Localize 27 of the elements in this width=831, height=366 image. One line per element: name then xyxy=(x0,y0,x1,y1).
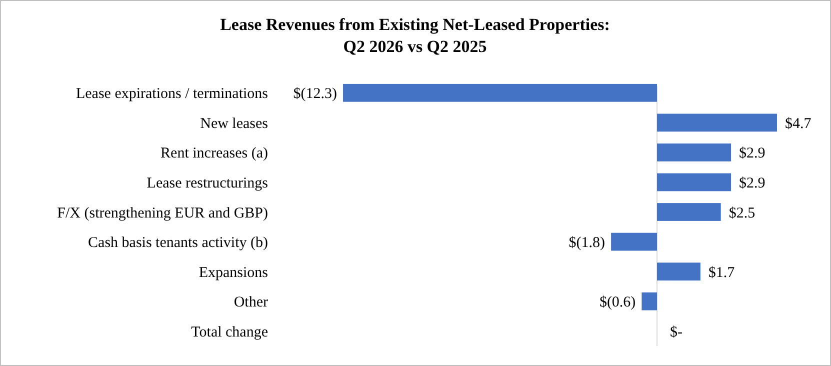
y-tick-label: Cash basis tenants activity (b) xyxy=(88,235,268,252)
y-tick-label: Rent increases (a) xyxy=(160,146,268,162)
bar xyxy=(657,173,732,192)
data-label: $2.5 xyxy=(728,205,756,222)
data-label: $(0.6) xyxy=(599,294,636,311)
chart-title: Lease Revenues from Existing Net-Leased Properties: Q2 2026 vs Q2 2025 xyxy=(220,15,610,56)
data-label: $(12.3) xyxy=(293,86,337,102)
bar xyxy=(657,144,732,162)
data-label: $2.9 xyxy=(739,175,766,192)
y-tick-label: New leases xyxy=(200,116,268,132)
bar xyxy=(657,262,700,280)
y-tick-label: F/X (strengthening EUR and GBP) xyxy=(57,205,268,222)
data-label: $4.7 xyxy=(785,116,812,132)
data-label: $2.9 xyxy=(739,146,766,162)
bar xyxy=(642,292,658,310)
y-tick-label: Lease expirations / terminations xyxy=(76,86,268,102)
y-tick-label: Expansions xyxy=(198,264,268,281)
y-tick-label: Other xyxy=(234,294,268,311)
bar xyxy=(343,84,658,102)
data-label: $- xyxy=(670,324,683,340)
bar xyxy=(611,232,658,251)
y-tick-label: Total change xyxy=(191,324,268,340)
data-label: $(1.8) xyxy=(568,235,606,252)
bar xyxy=(657,203,721,221)
data-label: $1.7 xyxy=(708,264,736,281)
bar xyxy=(657,114,777,132)
y-tick-label: Lease restructurings xyxy=(146,175,268,192)
